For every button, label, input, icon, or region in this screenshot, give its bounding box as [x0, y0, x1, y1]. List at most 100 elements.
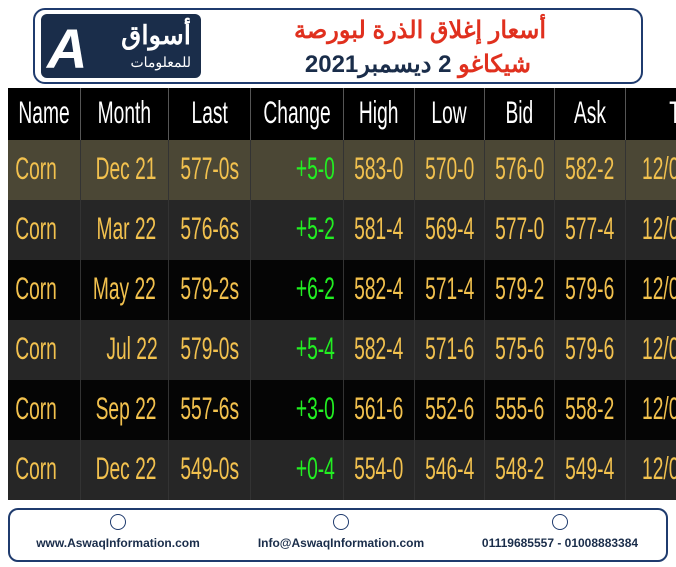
table-row: Corn Jul 22 579-0s +5-4 582-4 571-6 575-6 579-6…: [8, 320, 676, 380]
cell-text: Mar 22: [96, 211, 157, 247]
table-cell: Mar 22: [80, 200, 169, 260]
table-cell: 12/02/2021: [625, 140, 676, 200]
cell-text: 554-0: [354, 451, 404, 487]
table-cell: 571-6: [414, 320, 485, 380]
table-cell: Corn: [8, 260, 82, 320]
table-cell: 576-0: [484, 140, 556, 200]
column-header: Time: [625, 88, 676, 140]
cell-text: 12/02/2021: [641, 211, 676, 247]
table-cell: +3-0: [250, 380, 345, 440]
table-cell: Corn: [8, 200, 82, 260]
column-header-text: Last: [191, 95, 228, 131]
table-cell: 549-4: [554, 440, 626, 500]
cell-text: +0-4: [295, 451, 335, 487]
cell-text: 579-0s: [180, 331, 239, 367]
table-cell: 571-4: [414, 260, 485, 320]
table-cell: Corn: [8, 320, 82, 380]
subtitle: شيكاغو 2 ديسمبر2021: [305, 50, 531, 79]
table-cell: 12/02/2021: [625, 200, 676, 260]
table-cell: 582-4: [343, 320, 415, 380]
table-cell: 579-6: [554, 260, 626, 320]
cell-text: 582-4: [354, 331, 404, 367]
email: Info@AswaqInformation.com: [257, 536, 425, 550]
cell-text: 577-0: [495, 211, 545, 247]
logo: A أسواق للمعلومات: [41, 14, 201, 80]
table-cell: 552-6: [414, 380, 485, 440]
table-cell: 558-2: [554, 380, 626, 440]
cell-text: 579-6: [565, 271, 615, 307]
cell-text: +5-0: [295, 151, 335, 187]
column-header: Last: [168, 88, 252, 140]
table-cell: Dec 22: [80, 440, 169, 500]
footer: www.AswaqInformation.com Info@AswaqInfor…: [8, 508, 668, 562]
cell-text: 583-0: [354, 151, 404, 187]
table-cell: 12/02/2021: [625, 320, 676, 380]
cell-text: 579-2: [495, 271, 545, 307]
city: شيكاغو: [458, 51, 531, 78]
table-cell: 579-2s: [168, 260, 252, 320]
table-cell: 549-0s: [168, 440, 252, 500]
table-cell: +5-2: [250, 200, 345, 260]
cell-text: 549-0s: [180, 451, 239, 487]
table-row: Corn Dec 22 549-0s +0-4 554-0 546-4 548-2 549-4…: [8, 440, 676, 500]
column-header: High: [343, 88, 415, 140]
cell-text: 579-6: [565, 331, 615, 367]
cell-text: 577-0s: [180, 151, 239, 187]
cell-text: 571-4: [424, 271, 474, 307]
logo-sub: للمعلومات: [130, 54, 191, 70]
cell-text: 12/02/2021: [641, 391, 676, 427]
table-cell: 581-4: [343, 200, 415, 260]
cell-text: Jul 22: [106, 331, 158, 367]
table-cell: 554-0: [343, 440, 415, 500]
table-cell: 557-6s: [168, 380, 252, 440]
cell-text: 581-4: [354, 211, 404, 247]
cell-text: 576-6s: [180, 211, 239, 247]
cell-text: 577-4: [565, 211, 615, 247]
cell-text: Corn: [15, 211, 57, 247]
phone-icon: [552, 514, 568, 530]
cell-text: +5-4: [295, 331, 335, 367]
cell-text: 12/02/2021: [641, 151, 676, 187]
cell-text: 12/02/2021: [641, 271, 676, 307]
globe-icon: [110, 514, 126, 530]
cell-text: 582-2: [565, 151, 615, 187]
column-header: Ask: [554, 88, 626, 140]
email-block: Info@AswaqInformation.com: [236, 514, 446, 550]
table-cell: 546-4: [414, 440, 485, 500]
cell-text: 552-6: [424, 391, 474, 427]
cell-text: 549-4: [565, 451, 615, 487]
cell-text: Corn: [15, 451, 57, 487]
table-cell: 548-2: [484, 440, 556, 500]
column-header-text: Change: [263, 95, 331, 131]
column-header: Change: [250, 88, 345, 140]
price-table: Name Month Last Change High Low Bid Ask Time Corn…: [8, 88, 676, 500]
cell-text: Dec 21: [95, 151, 157, 187]
table-cell: 577-0s: [168, 140, 252, 200]
column-header: Low: [414, 88, 485, 140]
cell-text: 575-6: [495, 331, 545, 367]
table-body: Corn Dec 21 577-0s +5-0 583-0 570-0 576-0 582-2…: [8, 140, 676, 500]
table-cell: +5-0: [250, 140, 345, 200]
table-cell: 569-4: [414, 200, 485, 260]
table-cell: Dec 21: [80, 140, 169, 200]
table-cell: 583-0: [343, 140, 415, 200]
title: أسعار إغلاق الذرة لبورصة: [294, 17, 546, 44]
cell-text: 12/02/2021: [641, 331, 676, 367]
cell-text: 561-6: [354, 391, 404, 427]
table-cell: 579-2: [484, 260, 556, 320]
column-header: Month: [80, 88, 169, 140]
cell-text: 576-0: [495, 151, 545, 187]
column-header-text: High: [359, 95, 399, 131]
cell-text: +5-2: [295, 211, 335, 247]
table-cell: Sep 22: [80, 380, 169, 440]
column-header: Name: [8, 88, 82, 140]
column-header-text: Time: [669, 96, 676, 132]
table-row: Corn Sep 22 557-6s +3-0 561-6 552-6 555-6 558-2…: [8, 380, 676, 440]
cell-text: Sep 22: [95, 391, 157, 427]
cell-text: 570-0: [424, 151, 474, 187]
table-cell: 12/02/2021: [625, 380, 676, 440]
column-header: Bid: [484, 88, 556, 140]
table-cell: 577-0: [484, 200, 556, 260]
phone-block: 01119685557 - 01008883384: [458, 514, 662, 550]
